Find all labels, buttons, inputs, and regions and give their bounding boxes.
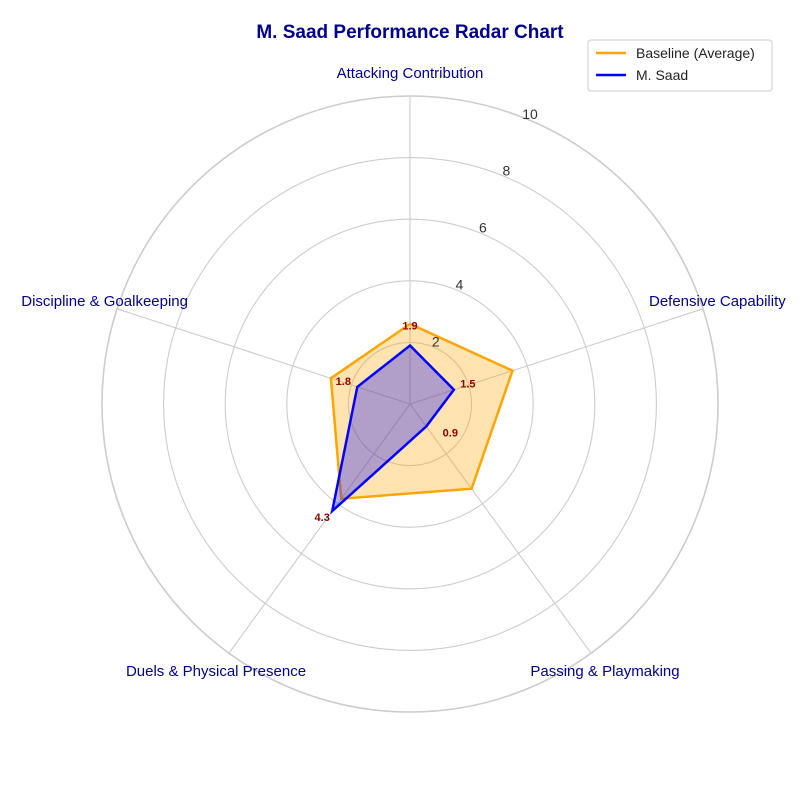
axis-label-discipline-goalkeeping: Discipline & Goalkeeping: [21, 293, 188, 310]
axis-label-duels-physical-presence: Duels & Physical Presence: [126, 663, 306, 680]
value-label-defensive-capability: 1.5: [460, 379, 475, 391]
spoke-passing-playmaking: [409, 403, 592, 654]
legend-label-baseline: Baseline (Average): [636, 45, 755, 61]
value-label-duels-physical-presence: 4.3: [315, 512, 330, 524]
axis-label-defensive-capability: Defensive Capability: [649, 293, 786, 310]
series-area-baseline-average: [330, 323, 513, 499]
spoke-defensive-capability: [409, 308, 704, 405]
tick-label-10: 10: [522, 106, 538, 122]
value-label-discipline-goalkeeping: 1.8: [336, 376, 351, 388]
spoke-discipline-goalkeeping: [116, 308, 411, 405]
legend-label-m-saad: M. Saad: [636, 67, 688, 83]
series-line-m-saad: [330, 343, 456, 515]
axis-label-attacking-contribution: Attacking Contribution: [337, 65, 484, 82]
tick-label-4: 4: [456, 277, 464, 293]
tick-label-6: 6: [479, 220, 487, 236]
axis-label-passing-playmaking: Passing & Playmaking: [530, 663, 679, 680]
series-line-baseline-average: [329, 322, 515, 501]
tick-label-2: 2: [432, 334, 440, 350]
chart-title: M. Saad Performance Radar Chart: [256, 22, 564, 43]
value-label-passing-playmaking: 0.9: [443, 427, 458, 439]
radar-labels: Attacking Contribution Defensive Capabili…: [21, 65, 786, 680]
radar-grid: [101, 95, 719, 713]
legend: Baseline (Average) M. Saad: [587, 39, 773, 92]
radar-series: [329, 322, 515, 515]
spoke-duels-physical-presence: [228, 403, 411, 654]
series-area-m-saad: [332, 345, 454, 512]
value-label-attacking-contribution: 1.9: [402, 321, 417, 333]
legend-box: [587, 39, 773, 92]
tick-label-8: 8: [503, 163, 511, 179]
